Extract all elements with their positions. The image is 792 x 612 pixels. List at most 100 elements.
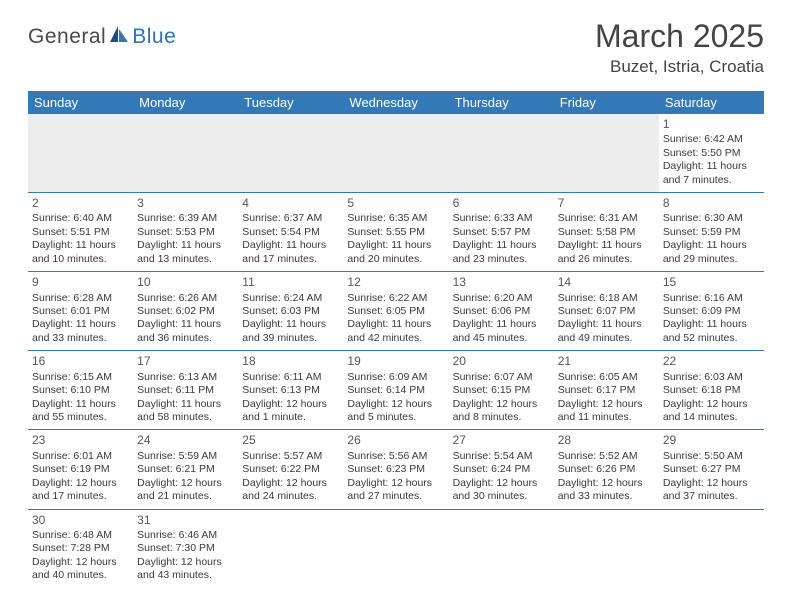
sunrise-text: Sunrise: 6:30 AM — [663, 212, 760, 225]
sunset-text: Sunset: 6:10 PM — [32, 384, 129, 397]
sunrise-text: Sunrise: 6:01 AM — [32, 450, 129, 463]
sunrise-text: Sunrise: 6:07 AM — [453, 371, 550, 384]
sunset-text: Sunset: 6:01 PM — [32, 305, 129, 318]
weekday-header: Friday — [554, 91, 659, 114]
logo: General Blue — [28, 24, 176, 49]
daylight-text: Daylight: 12 hours and 43 minutes. — [137, 556, 234, 583]
calendar-day-cell — [343, 509, 448, 588]
sunset-text: Sunset: 6:18 PM — [663, 384, 760, 397]
calendar-day-cell: 10Sunrise: 6:26 AMSunset: 6:02 PMDayligh… — [133, 272, 238, 351]
calendar-day-cell: 19 Sunrise: 6:09 AMSunset: 6:14 PMDayligh… — [343, 351, 448, 430]
daylight-text: Daylight: 11 hours and 33 minutes. — [32, 318, 129, 345]
calendar-week-row: 2Sunrise: 6:40 AMSunset: 5:51 PMDaylight… — [28, 193, 764, 272]
day-number: 23 — [32, 433, 129, 448]
sunset-text: Sunset: 6:14 PM — [347, 384, 444, 397]
daylight-text: Daylight: 12 hours and 14 minutes. — [663, 398, 760, 425]
calendar-day-cell: 7Sunrise: 6:31 AMSunset: 5:58 PMDaylight… — [554, 193, 659, 272]
daylight-text: Daylight: 11 hours and 20 minutes. — [347, 239, 444, 266]
sunrise-text: Sunrise: 6:35 AM — [347, 212, 444, 225]
sunrise-text: Sunrise: 6:39 AM — [137, 212, 234, 225]
sunset-text: Sunset: 6:17 PM — [558, 384, 655, 397]
calendar-day-cell — [449, 509, 554, 588]
daylight-text: Daylight: 11 hours and 52 minutes. — [663, 318, 760, 345]
day-number: 19 — [347, 354, 444, 369]
sunset-text: Sunset: 5:51 PM — [32, 226, 129, 239]
daylight-text: Daylight: 12 hours and 11 minutes. — [558, 398, 655, 425]
sunset-text: Sunset: 6:03 PM — [242, 305, 339, 318]
daylight-text: Daylight: 12 hours and 21 minutes. — [137, 477, 234, 504]
day-number: 11 — [242, 275, 339, 290]
sunrise-text: Sunrise: 5:50 AM — [663, 450, 760, 463]
calendar-day-cell: 17Sunrise: 6:13 AMSunset: 6:11 PMDayligh… — [133, 351, 238, 430]
daylight-text: Daylight: 12 hours and 27 minutes. — [347, 477, 444, 504]
sunset-text: Sunset: 6:27 PM — [663, 463, 760, 476]
calendar-day-cell — [554, 509, 659, 588]
daylight-text: Daylight: 11 hours and 45 minutes. — [453, 318, 550, 345]
calendar-day-cell — [133, 114, 238, 193]
sunset-text: Sunset: 7:28 PM — [32, 542, 129, 555]
day-number: 15 — [663, 275, 760, 290]
day-number: 31 — [137, 513, 234, 528]
weekday-header: Saturday — [659, 91, 764, 114]
day-number: 26 — [347, 433, 444, 448]
day-number: 2 — [32, 196, 129, 211]
sunrise-text: Sunrise: 6:42 AM — [663, 133, 760, 146]
day-number: 20 — [453, 354, 550, 369]
day-number: 17 — [137, 354, 234, 369]
calendar-day-cell — [343, 114, 448, 193]
calendar-day-cell — [238, 509, 343, 588]
calendar-day-cell: 11Sunrise: 6:24 AMSunset: 6:03 PMDayligh… — [238, 272, 343, 351]
sunrise-text: Sunrise: 6:09 AM — [347, 371, 444, 384]
sunset-text: Sunset: 6:07 PM — [558, 305, 655, 318]
calendar-week-row: 1Sunrise: 6:42 AMSunset: 5:50 PMDaylight… — [28, 114, 764, 193]
daylight-text: Daylight: 12 hours and 37 minutes. — [663, 477, 760, 504]
day-number: 9 — [32, 275, 129, 290]
sunset-text: Sunset: 5:55 PM — [347, 226, 444, 239]
weekday-header: Tuesday — [238, 91, 343, 114]
header: General Blue March 2025 Buzet, Istria, C… — [0, 0, 792, 83]
calendar-header-row: Sunday Monday Tuesday Wednesday Thursday… — [28, 91, 764, 114]
sunrise-text: Sunrise: 6:18 AM — [558, 292, 655, 305]
sunrise-text: Sunrise: 6:11 AM — [242, 371, 339, 384]
sunset-text: Sunset: 6:05 PM — [347, 305, 444, 318]
calendar-day-cell: 27Sunrise: 5:54 AMSunset: 6:24 PMDayligh… — [449, 430, 554, 509]
calendar-day-cell: 30Sunrise: 6:48 AMSunset: 7:28 PMDayligh… — [28, 509, 133, 588]
day-number: 22 — [663, 354, 760, 369]
daylight-text: Daylight: 11 hours and 7 minutes. — [663, 160, 760, 187]
calendar-day-cell: 14Sunrise: 6:18 AMSunset: 6:07 PMDayligh… — [554, 272, 659, 351]
sail-icon — [108, 24, 130, 49]
calendar-day-cell: 4Sunrise: 6:37 AMSunset: 5:54 PMDaylight… — [238, 193, 343, 272]
calendar-day-cell: 12Sunrise: 6:22 AMSunset: 6:05 PMDayligh… — [343, 272, 448, 351]
day-number: 18 — [242, 354, 339, 369]
sunset-text: Sunset: 6:26 PM — [558, 463, 655, 476]
day-number: 12 — [347, 275, 444, 290]
sunset-text: Sunset: 6:09 PM — [663, 305, 760, 318]
calendar-day-cell: 8Sunrise: 6:30 AMSunset: 5:59 PMDaylight… — [659, 193, 764, 272]
daylight-text: Daylight: 12 hours and 40 minutes. — [32, 556, 129, 583]
day-number: 4 — [242, 196, 339, 211]
sunrise-text: Sunrise: 6:26 AM — [137, 292, 234, 305]
daylight-text: Daylight: 12 hours and 1 minute. — [242, 398, 339, 425]
calendar-day-cell — [659, 509, 764, 588]
calendar-day-cell: 29 Sunrise: 5:50 AMSunset: 6:27 PMDayligh… — [659, 430, 764, 509]
day-number: 5 — [347, 196, 444, 211]
calendar-day-cell: 16Sunrise: 6:15 AMSunset: 6:10 PMDayligh… — [28, 351, 133, 430]
sunrise-text: Sunrise: 6:31 AM — [558, 212, 655, 225]
day-number: 25 — [242, 433, 339, 448]
daylight-text: Daylight: 12 hours and 5 minutes. — [347, 398, 444, 425]
sunset-text: Sunset: 5:57 PM — [453, 226, 550, 239]
calendar-table: Sunday Monday Tuesday Wednesday Thursday… — [28, 91, 764, 588]
sunset-text: Sunset: 6:19 PM — [32, 463, 129, 476]
calendar-body: 1Sunrise: 6:42 AMSunset: 5:50 PMDaylight… — [28, 114, 764, 588]
sunrise-text: Sunrise: 6:28 AM — [32, 292, 129, 305]
sunset-text: Sunset: 5:59 PM — [663, 226, 760, 239]
calendar-day-cell: 21Sunrise: 6:05 AMSunset: 6:17 PMDayligh… — [554, 351, 659, 430]
sunset-text: Sunset: 6:23 PM — [347, 463, 444, 476]
day-number: 29 — [663, 433, 760, 448]
sunrise-text: Sunrise: 5:59 AM — [137, 450, 234, 463]
sunrise-text: Sunrise: 6:16 AM — [663, 292, 760, 305]
daylight-text: Daylight: 11 hours and 58 minutes. — [137, 398, 234, 425]
calendar-day-cell: 3Sunrise: 6:39 AMSunset: 5:53 PMDaylight… — [133, 193, 238, 272]
day-number: 13 — [453, 275, 550, 290]
calendar-day-cell: 24Sunrise: 5:59 AMSunset: 6:21 PMDayligh… — [133, 430, 238, 509]
